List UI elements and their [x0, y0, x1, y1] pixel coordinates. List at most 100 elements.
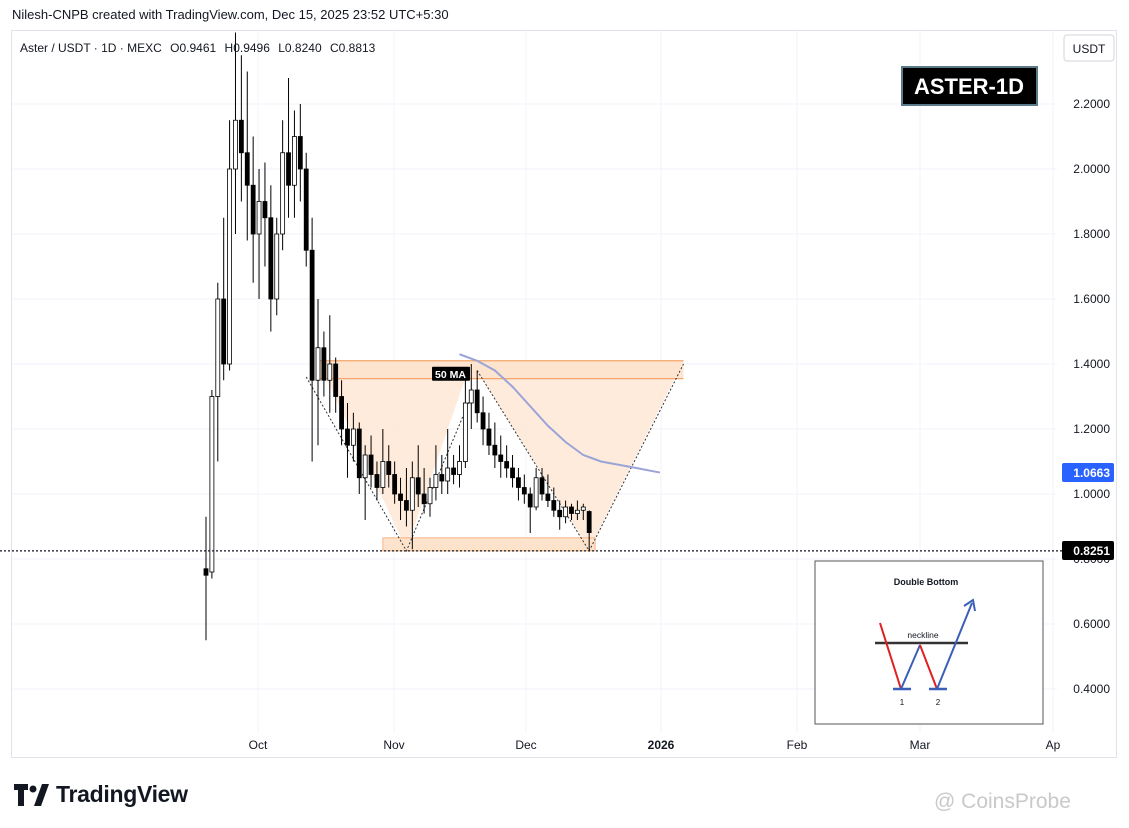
time-tick-labels[interactable]: Oct Nov Dec 2026 Feb Mar Ap	[249, 738, 1061, 752]
candle	[268, 185, 274, 332]
candle	[421, 468, 427, 514]
candle	[486, 412, 492, 455]
candle-body	[268, 217, 274, 300]
tradingview-logo-icon	[14, 783, 49, 806]
candle	[292, 110, 297, 218]
inset-blue-leg-1	[900, 644, 921, 690]
currency-label: USDT	[1073, 42, 1106, 56]
candle	[356, 422, 362, 494]
candle	[398, 477, 403, 520]
candle-body	[215, 298, 221, 397]
ohlc-open: O0.9461	[170, 41, 216, 55]
candle-body	[521, 487, 527, 495]
candle-body	[327, 363, 333, 381]
candle-body	[297, 136, 303, 170]
candle-body	[244, 152, 250, 186]
candle	[474, 370, 480, 423]
candle	[209, 390, 215, 579]
candle	[227, 120, 232, 371]
x-tick-label: Feb	[787, 738, 808, 752]
candle-body	[238, 119, 244, 154]
y-tick-label: 0.6000	[1073, 617, 1110, 631]
candle	[250, 136, 256, 283]
y-tick-label: 2.2000	[1073, 97, 1110, 111]
x-tick-label: Dec	[515, 738, 536, 752]
candles	[203, 32, 592, 641]
candle-body	[303, 168, 309, 251]
candle-body	[368, 454, 374, 475]
candle	[510, 455, 515, 488]
candle-body	[398, 493, 403, 501]
svg-text:0.8251: 0.8251	[1073, 544, 1110, 558]
candle	[221, 217, 227, 381]
candle-body	[433, 474, 439, 488]
candle-body	[350, 428, 356, 446]
candle	[504, 445, 510, 478]
candle-body	[380, 461, 386, 488]
support-zone	[382, 537, 596, 552]
candle	[345, 403, 350, 478]
candle-body	[586, 511, 592, 533]
candle	[238, 55, 244, 202]
candle	[274, 217, 280, 316]
resistance-zone	[318, 360, 684, 379]
candle	[297, 104, 303, 202]
candle-body	[457, 461, 462, 475]
candle-body	[286, 152, 291, 186]
candle-body	[551, 500, 557, 511]
y-tick-label: 1.6000	[1073, 292, 1110, 306]
y-tick-label: 1.8000	[1073, 227, 1110, 241]
candle	[350, 412, 356, 462]
price-axis[interactable]: USDT 2.2000 2.0000 1.8000 1.6000 1.4000 1.200…	[1062, 34, 1115, 696]
candle-body	[480, 412, 486, 430]
right-bottom-fill	[471, 360, 684, 550]
candle	[551, 487, 557, 517]
inset-neckline-text: neckline	[907, 630, 938, 640]
candle-body	[280, 152, 286, 235]
symbol-pair: Aster / USDT · 1D · MEXC	[20, 41, 162, 55]
pattern-path-left	[305, 376, 472, 552]
candle	[533, 468, 539, 511]
y-tick-label: 0.4000	[1073, 682, 1110, 696]
candle	[427, 477, 433, 517]
coinsprobe-watermark: @ CoinsProbe	[934, 790, 1071, 813]
ohlc-close: C0.8813	[330, 41, 376, 55]
candle-body	[427, 487, 433, 505]
candle	[451, 455, 456, 485]
candle-body	[533, 477, 539, 508]
timeframe-badge: ASTER-1D	[901, 66, 1038, 106]
candle-body	[498, 454, 504, 462]
candle-body	[409, 477, 415, 511]
candle	[580, 503, 586, 520]
candle-body	[392, 474, 398, 495]
tradingview-logo-text: TradingView	[56, 781, 188, 807]
ma50-tag-text: 50 MA	[435, 369, 466, 381]
candle	[468, 364, 474, 429]
candle	[404, 468, 409, 527]
candle	[586, 510, 592, 552]
candle	[339, 380, 344, 446]
ma50-price-label: 1.0663	[1062, 463, 1114, 482]
candle-body	[404, 500, 409, 511]
tradingview-logo[interactable]: TradingView	[14, 781, 188, 808]
candle	[409, 461, 415, 550]
candle	[392, 461, 398, 504]
candle-body	[227, 168, 232, 365]
candle	[539, 468, 545, 501]
double-bottom-pattern	[305, 360, 684, 552]
candle	[521, 474, 527, 504]
candle	[374, 461, 380, 501]
svg-text:1.0663: 1.0663	[1073, 466, 1110, 480]
ma50-line	[459, 353, 661, 474]
candle-body	[262, 201, 268, 219]
y-tick-label: 2.0000	[1073, 162, 1110, 176]
inset-label-1: 1	[900, 698, 905, 707]
candle	[203, 516, 209, 641]
left-bottom-fill	[318, 360, 472, 550]
candle	[244, 71, 250, 241]
inset-blue-leg-2	[936, 602, 973, 690]
candle	[362, 445, 368, 520]
inset-label-2: 2	[936, 698, 941, 707]
candle	[380, 429, 386, 494]
